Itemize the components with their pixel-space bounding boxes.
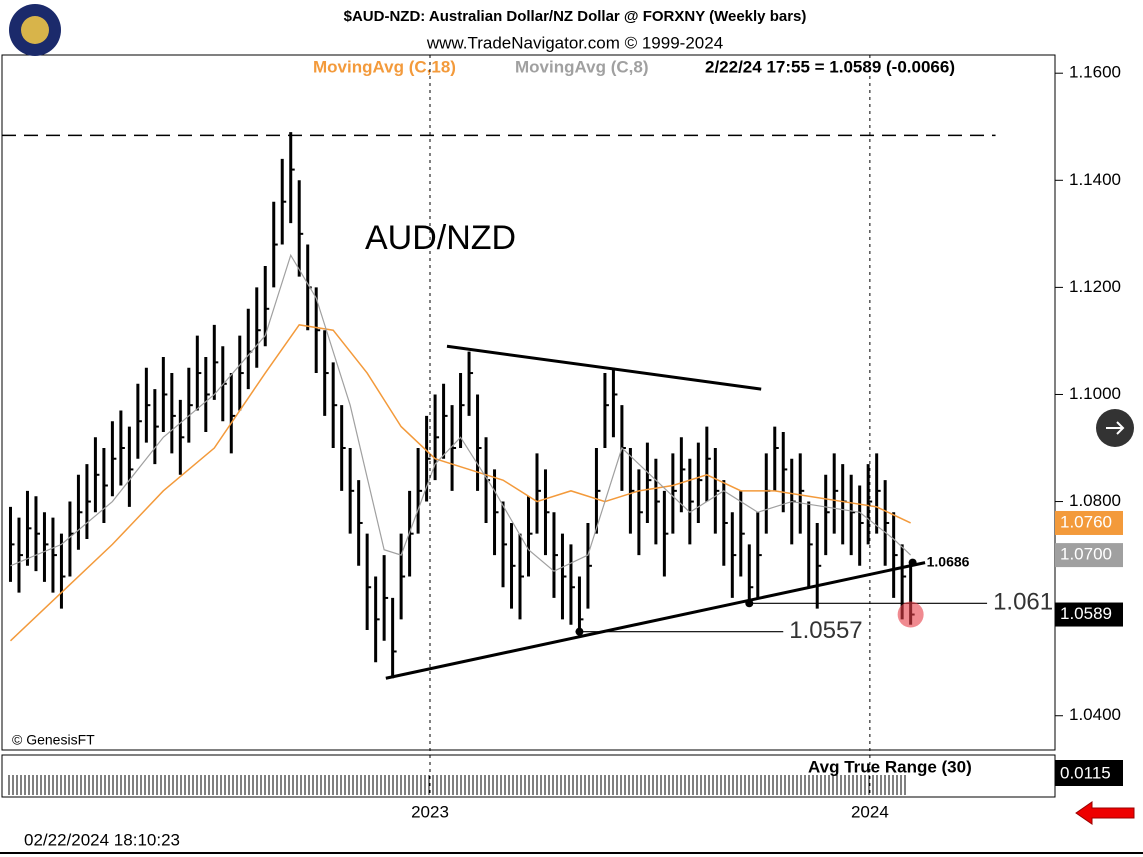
level-point — [745, 599, 754, 608]
symbol-label: AUD/NZD — [365, 219, 516, 257]
atr-tag — [1055, 760, 1123, 786]
moving-average — [10, 253, 912, 572]
timestamp: 02/22/2024 18:10:23 — [24, 830, 180, 849]
chart-title: $AUD-NZD: Australian Dollar/NZ Dollar @ … — [344, 8, 807, 25]
legend-ma8: MovingAvg (C,8) — [515, 57, 648, 76]
level-point — [575, 627, 584, 636]
next-arrow — [1106, 421, 1125, 435]
quote: 2/22/24 17:55 = 1.0589 (-0.0066) — [705, 57, 955, 76]
scroll-arrow[interactable] — [1075, 801, 1135, 825]
y-tick-label: 1.0400 — [1069, 705, 1121, 724]
y-tick-label: 1.0800 — [1069, 491, 1121, 510]
point-marker — [908, 558, 917, 567]
trendline — [385, 561, 926, 680]
atr-value: 0.0115 — [1060, 763, 1111, 782]
level-label: 1.061 — [993, 589, 1053, 616]
price-tag-label: 1.0589 — [1060, 604, 1112, 623]
point-label: 1.0686 — [927, 553, 970, 569]
price-tag — [1055, 602, 1123, 627]
moving-average — [9, 324, 911, 642]
level-label: 1.0557 — [789, 617, 862, 644]
trendline — [446, 344, 762, 391]
logo-emblem — [21, 16, 49, 44]
last-marker — [897, 601, 924, 628]
price-tag — [1055, 543, 1123, 568]
credit: © GenesisFT — [12, 732, 95, 748]
plot-frame — [1, 54, 1056, 751]
subtitle: www.TradeNavigator.com © 1999-2024 — [426, 33, 723, 52]
price-tag — [1055, 510, 1123, 535]
price-tag-label: 1.0760 — [1060, 512, 1112, 531]
legend-ma18: MovingAvg (C,18) — [313, 57, 456, 76]
price-tag-label: 1.0700 — [1060, 545, 1112, 564]
x-tick-label: 2023 — [411, 802, 449, 821]
x-tick-label: 2024 — [851, 802, 889, 821]
y-tick-label: 1.1600 — [1069, 63, 1121, 82]
plot-layer: 1.0557 1.061 1.0686 — [2, 132, 1053, 680]
y-tick-label: 1.1000 — [1069, 384, 1121, 403]
y-tick-label: 1.1200 — [1069, 277, 1121, 296]
y-tick-label: 1.1400 — [1069, 170, 1121, 189]
atr-label: Avg True Range (30) — [808, 757, 972, 776]
atr-bars — [6, 775, 906, 795]
